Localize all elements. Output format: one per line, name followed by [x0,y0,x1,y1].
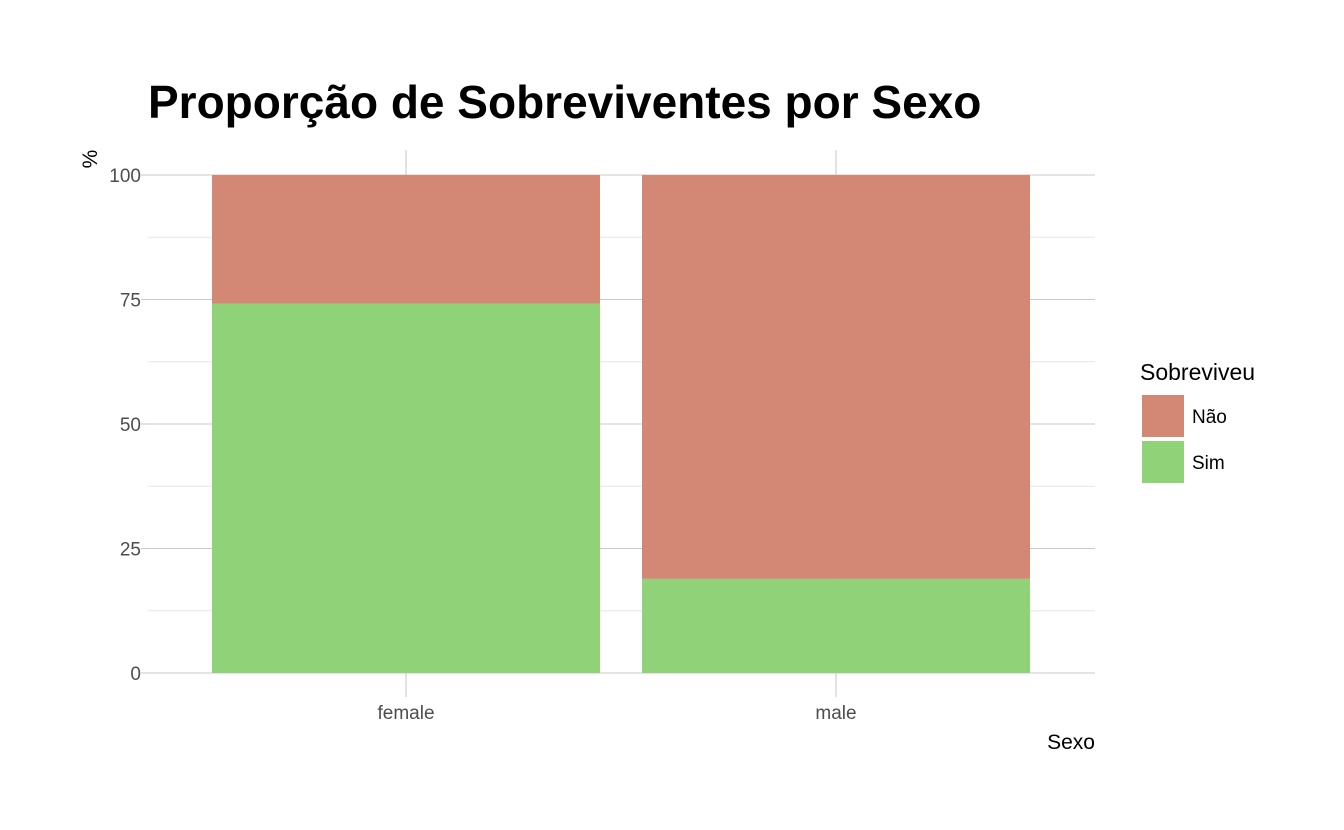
bars [212,175,1030,673]
y-tick-label: 50 [120,415,141,436]
legend-key-swatch [1142,441,1184,483]
y-tick-label: 0 [130,664,141,685]
legend-key-label: Não [1192,407,1227,428]
legend-title: Sobreviveu [1140,359,1255,385]
legend-key-swatch [1142,395,1184,437]
legend-items: Não Sim [1142,395,1227,483]
x-axis-ticks: female male [377,673,857,724]
y-tick-label: 75 [120,291,141,312]
legend-key-label: Sim [1192,453,1225,474]
x-axis-title: Sexo [1047,731,1095,754]
y-tick-label: 25 [120,540,141,561]
y-axis-ticks: 0 25 50 75 100 [109,166,148,685]
legend: Sobreviveu Não Sim [1140,359,1255,483]
x-tick-label: male [815,703,856,724]
x-tick-label: female [377,703,434,724]
chart-title: Proporção de Sobreviventes por Sexo [148,76,981,128]
bar-male-sim [642,578,1030,673]
bar-female-sim [212,303,600,673]
y-tick-label: 100 [109,166,141,187]
y-axis-title: % [79,150,102,169]
bar-male-nao [642,175,1030,579]
bar-female-nao [212,175,600,304]
